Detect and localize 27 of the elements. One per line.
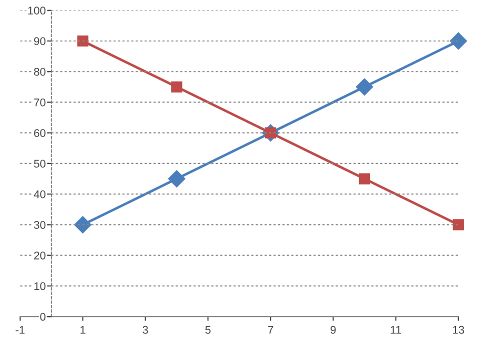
y-tick-label: 30 (34, 220, 46, 229)
y-tick-label: 60 (34, 129, 46, 137)
point (452, 219, 464, 230)
y-tick-label: 20 (34, 252, 46, 260)
x-tick-label: 1 (80, 326, 86, 334)
x-tick-label: 5 (205, 326, 211, 334)
x-tick-label: -1 (16, 326, 25, 334)
y-tick-label: 10 (34, 282, 46, 290)
point (171, 81, 182, 92)
x-tick-label: 11 (390, 326, 402, 334)
point (356, 78, 374, 96)
x-tick-label: 13 (453, 326, 464, 334)
y-tick-label: 40 (34, 190, 46, 198)
x-tick-label: 9 (330, 326, 336, 334)
x-tick-label: 7 (268, 326, 274, 334)
y-tick-label: 100 (28, 6, 46, 15)
y-tick-label: 90 (34, 37, 46, 46)
point (450, 32, 467, 50)
y-tick-label: 50 (34, 160, 46, 168)
point (74, 216, 92, 234)
y-tick-label: 80 (34, 68, 46, 76)
point (168, 170, 186, 188)
point (77, 35, 88, 47)
y-tick-label: 0 (40, 312, 46, 321)
y-tick-label: 70 (34, 98, 46, 106)
x-tick-label: 3 (142, 326, 148, 334)
point (358, 173, 370, 184)
